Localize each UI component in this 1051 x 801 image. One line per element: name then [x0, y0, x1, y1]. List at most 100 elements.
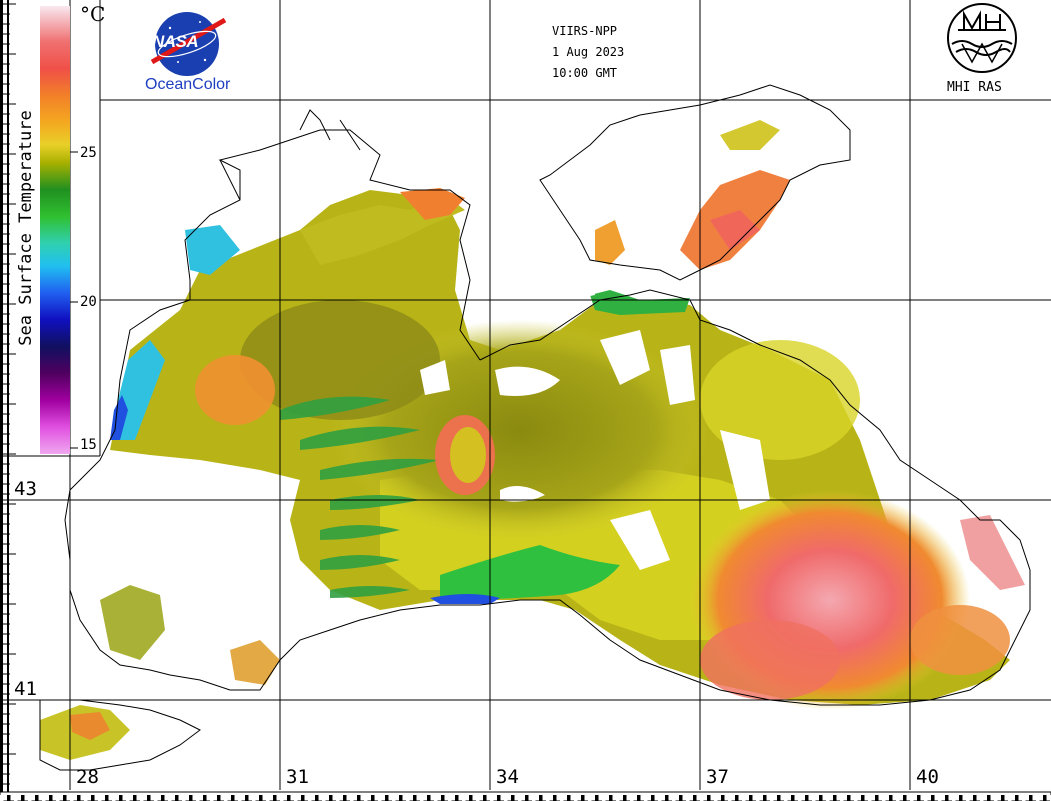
- ruler-tick: [35, 795, 39, 801]
- ruler-tick: [154, 795, 158, 801]
- ruler-tick: [882, 795, 886, 801]
- oceancolor-caption: OceanColor: [145, 76, 231, 93]
- sst-west-coast-blue: [110, 395, 128, 440]
- colorbar-tick-15: 15: [80, 437, 97, 453]
- ruler-tick: [392, 795, 396, 801]
- ruler-tick: [0, 795, 4, 801]
- ruler-tick: [917, 795, 921, 801]
- ruler-tick: [140, 795, 144, 801]
- ruler-tick: [511, 795, 515, 801]
- ruler-tick: [931, 795, 935, 801]
- longitude-label-28: 28: [76, 766, 99, 788]
- ruler-tick: [378, 795, 382, 801]
- ruler-tick: [1022, 795, 1026, 801]
- ruler-tick: [693, 795, 697, 801]
- ruler-tick: [938, 795, 942, 801]
- colorbar-gradient: [40, 6, 70, 454]
- sst-georgia-coast: [960, 515, 1025, 590]
- ruler-tick: [770, 795, 774, 801]
- ruler-tick: [413, 795, 417, 801]
- ruler-tick: [616, 795, 620, 801]
- ruler-tick: [819, 795, 823, 801]
- ruler-tick: [273, 795, 277, 801]
- ruler-tick: [994, 795, 998, 801]
- ruler-tick: [238, 795, 242, 801]
- ruler-tick: [294, 795, 298, 801]
- longitude-label-34: 34: [496, 766, 519, 788]
- ruler-tick: [469, 795, 473, 801]
- bottom-ruler-ticks: [0, 795, 1051, 801]
- ruler-tick: [630, 795, 634, 801]
- ruler-tick: [735, 795, 739, 801]
- ruler-tick: [14, 795, 18, 801]
- ruler-tick: [175, 795, 179, 801]
- ruler-tick: [637, 795, 641, 801]
- ruler-tick: [336, 795, 340, 801]
- ruler-tick: [259, 795, 263, 801]
- ruler-tick: [560, 795, 564, 801]
- ruler-tick: [966, 795, 970, 801]
- ruler-tick: [1001, 795, 1005, 801]
- ruler-tick: [910, 795, 914, 801]
- ruler-tick: [973, 795, 977, 801]
- ruler-tick: [77, 795, 81, 801]
- ruler-tick: [651, 795, 655, 801]
- ruler-tick: [483, 795, 487, 801]
- ruler-tick: [889, 795, 893, 801]
- sst-green-filaments: [280, 396, 440, 598]
- ruler-tick: [980, 795, 984, 801]
- ruler-tick: [63, 795, 67, 801]
- ruler-tick: [406, 795, 410, 801]
- ruler-tick: [476, 795, 480, 801]
- ruler-tick: [903, 795, 907, 801]
- ruler-tick: [70, 795, 74, 801]
- sst-green-south: [440, 545, 620, 600]
- ruler-tick: [826, 795, 830, 801]
- ruler-tick: [301, 795, 305, 801]
- latitude-label-43: 43: [14, 478, 37, 500]
- ruler-tick: [189, 795, 193, 801]
- sst-east-yellow: [700, 340, 860, 460]
- ruler-tick: [798, 795, 802, 801]
- ruler-tick: [56, 795, 60, 801]
- latitude-label-41: 41: [14, 678, 37, 700]
- ruler-tick: [105, 795, 109, 801]
- ruler-tick: [833, 795, 837, 801]
- ruler-tick: [28, 795, 32, 801]
- ruler-tick: [371, 795, 375, 801]
- ruler-tick: [686, 795, 690, 801]
- sst-azov-yellow: [720, 120, 780, 150]
- ruler-tick: [350, 795, 354, 801]
- ruler-tick: [322, 795, 326, 801]
- ruler-tick: [525, 795, 529, 801]
- ruler-tick: [896, 795, 900, 801]
- mhi-ras-caption: MHI RAS: [947, 80, 1002, 95]
- sst-olive-west: [240, 300, 440, 420]
- sst-sivash: [595, 220, 625, 265]
- ruler-tick: [133, 795, 137, 801]
- mhi-ras-logo: [947, 3, 1017, 73]
- sst-orange-west: [195, 355, 275, 425]
- sst-blue-south-coast: [430, 594, 500, 604]
- ruler-tick: [952, 795, 956, 801]
- ruler-tick: [791, 795, 795, 801]
- ruler-tick: [602, 795, 606, 801]
- ruler-tick: [875, 795, 879, 801]
- colorbar-tick-25: 25: [80, 145, 97, 161]
- ruler-tick: [98, 795, 102, 801]
- ruler-tick: [217, 795, 221, 801]
- ruler-tick: [224, 795, 228, 801]
- ruler-tick: [763, 795, 767, 801]
- ruler-tick: [714, 795, 718, 801]
- ruler-tick: [196, 795, 200, 801]
- left-ruler-ticks: [0, 3, 16, 785]
- ruler-tick: [756, 795, 760, 801]
- ruler-tick: [427, 795, 431, 801]
- sst-crimea-green: [590, 290, 690, 315]
- ruler-tick: [595, 795, 599, 801]
- ruler-tick: [455, 795, 459, 801]
- ruler-tick: [357, 795, 361, 801]
- ruler-tick: [364, 795, 368, 801]
